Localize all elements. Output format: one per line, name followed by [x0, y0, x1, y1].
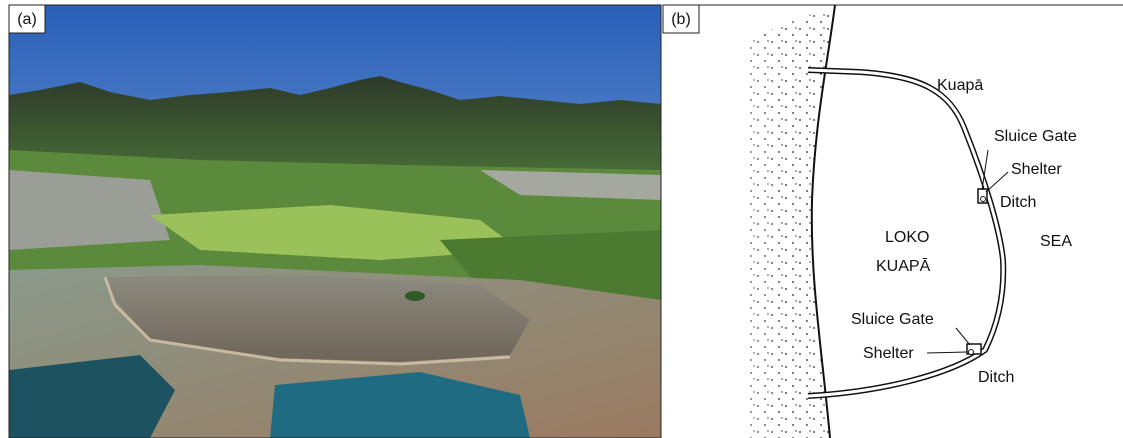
pond-label: LOKO — [885, 229, 929, 246]
ditch-label: Ditch — [978, 369, 1014, 386]
shelter-label: Shelter — [1011, 161, 1062, 178]
leader-line — [927, 352, 967, 353]
gate-label: Sluice Gate — [851, 311, 934, 328]
gate-label: Sluice Gate — [994, 128, 1077, 145]
leader-line — [956, 328, 970, 345]
panel-label: (a) — [17, 11, 37, 28]
leader-line — [986, 172, 1008, 192]
shelter — [969, 350, 974, 355]
photo — [9, 5, 661, 438]
figure: (a) (b) Kuapā Sluice Gate Shelter Ditch … — [0, 0, 1123, 438]
sea-label: SEA — [1040, 233, 1072, 250]
pond-label: KUAPĀ — [876, 257, 931, 275]
ditch-label: Ditch — [1000, 194, 1036, 211]
wall-label: Kuapā — [937, 77, 983, 94]
shelter-label: Shelter — [863, 345, 914, 362]
panel-label: (b) — [671, 11, 691, 28]
stipple-fade — [700, 36, 780, 438]
shelter — [981, 197, 986, 202]
